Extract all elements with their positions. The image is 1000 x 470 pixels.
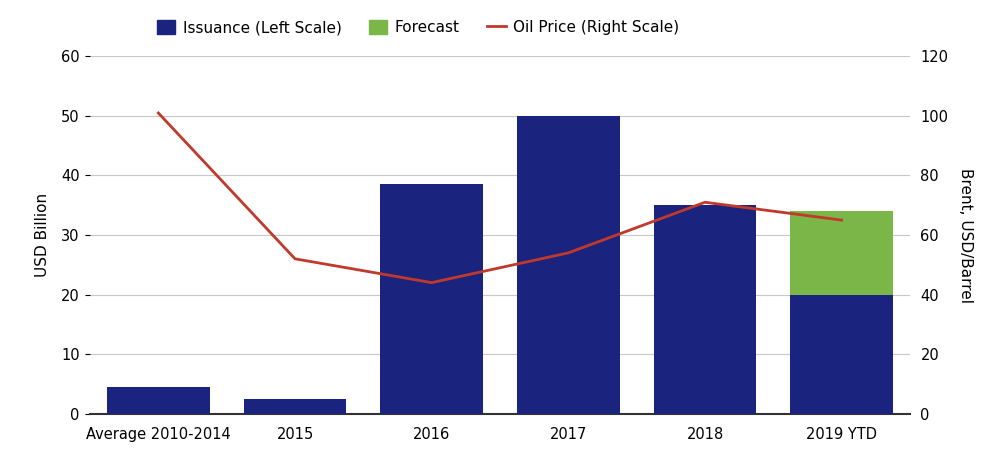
Y-axis label: Brent, USD/Barrel: Brent, USD/Barrel <box>958 167 973 303</box>
Legend: Issuance (Left Scale), Forecast, Oil Price (Right Scale): Issuance (Left Scale), Forecast, Oil Pri… <box>150 14 686 41</box>
Bar <box>244 399 346 414</box>
Bar <box>380 184 483 414</box>
Bar <box>790 295 893 414</box>
Bar <box>790 211 893 295</box>
Y-axis label: USD Billion: USD Billion <box>35 193 50 277</box>
Bar <box>517 116 620 414</box>
Bar <box>654 205 756 414</box>
Bar <box>107 387 210 414</box>
